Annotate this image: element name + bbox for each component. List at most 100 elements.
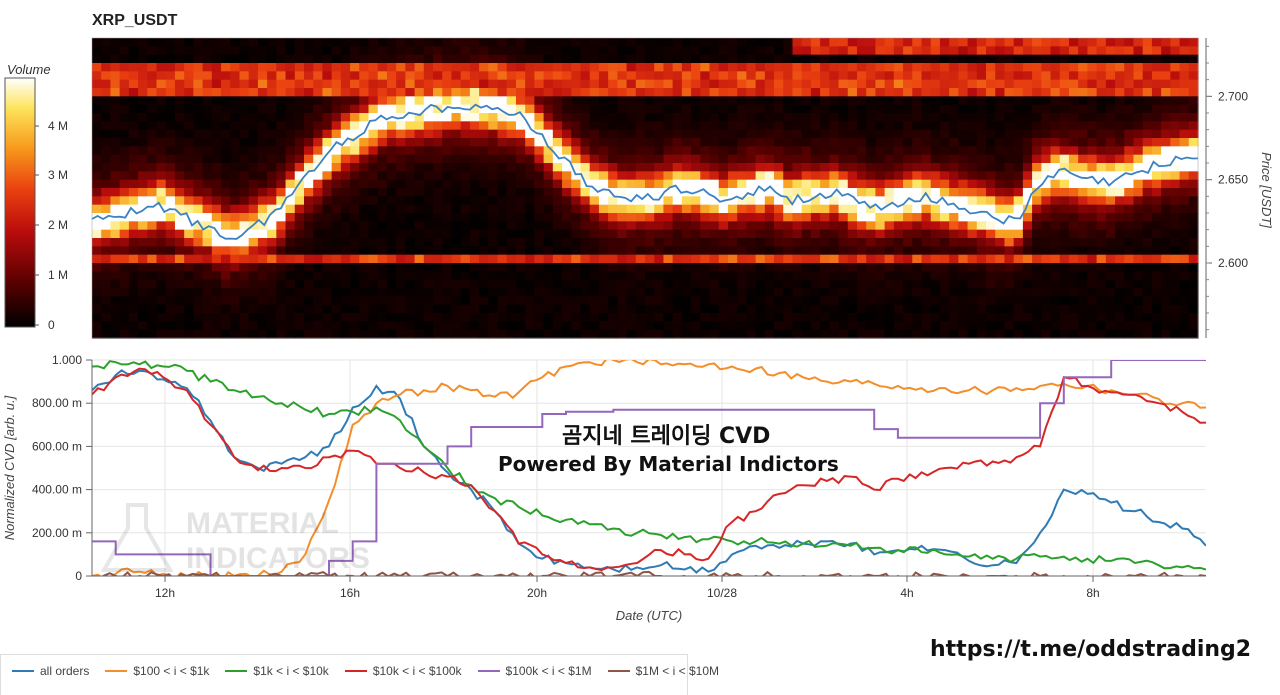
heatmap-cell [967,321,978,331]
heatmap-cell [1004,221,1015,231]
legend-item[interactable]: $1M < i < $10M [607,664,719,678]
heatmap-cell [663,271,674,281]
heatmap-cell [552,321,563,331]
heatmap-cell [119,271,130,281]
heatmap-cell [1188,271,1199,281]
heatmap-cell [414,63,425,72]
legend-item[interactable]: all orders [12,664,89,678]
heatmap-cell [838,179,849,189]
heatmap-cell [645,296,655,306]
heatmap-cell [1004,129,1015,139]
legend-item[interactable]: $100 < i < $1k [105,664,209,678]
heatmap-cell [1188,63,1199,72]
heatmap-cell [1068,221,1079,231]
heatmap-cell [257,38,268,47]
heatmap-cell [239,63,250,72]
heatmap-cell [829,96,840,106]
heatmap-cell [598,329,609,339]
heatmap-cell [986,79,996,89]
heatmap-cell [856,188,867,197]
heatmap-cell [101,113,112,122]
heatmap-cell [930,213,941,222]
overlay-heading-korean: 곰지네 트레이딩 CVD [562,424,771,449]
heatmap-cell [1142,179,1153,189]
heatmap-cell [580,121,591,131]
heatmap-cell [313,38,324,47]
heatmap-cell [617,271,628,281]
price-tick-label: 2.600 [1218,256,1248,270]
heatmap-cell [589,329,600,339]
heatmap-cell [691,221,701,231]
heatmap-cell [1032,88,1042,97]
heatmap-cell [838,329,849,339]
heatmap-cell [958,196,969,206]
heatmap-cell [1078,154,1088,164]
heatmap-cell [221,329,231,339]
heatmap-cell [654,221,665,231]
heatmap-cell [746,79,757,89]
heatmap-cell [608,188,618,197]
heatmap-cell [617,171,628,181]
heatmap-cell [1115,288,1125,297]
heatmap-cell [810,263,821,272]
heatmap-cell [829,154,840,164]
heatmap-cell [184,79,194,89]
legend-item[interactable]: $1k < i < $10k [225,664,329,678]
heatmap-cell [147,196,158,206]
heatmap-cell [700,304,711,314]
heatmap-cell [534,188,545,197]
heatmap-cell [534,304,545,314]
heatmap-cell [525,38,535,47]
heatmap-cell [967,154,978,164]
heatmap-cell [608,71,618,81]
heatmap-cell [681,279,692,289]
heatmap-cell [396,204,406,214]
legend-item[interactable]: $10k < i < $100k [344,664,462,678]
heatmap-cell [912,63,923,72]
heatmap-cell [1068,238,1079,247]
heatmap-cell [939,271,950,281]
heatmap-cell [847,138,858,147]
heatmap-cell [718,238,729,247]
heatmap-cell [92,46,102,56]
heatmap-cell [497,246,508,256]
heatmap-cell [626,71,637,81]
heatmap-cell [1115,304,1125,314]
heatmap-cell [1115,88,1125,97]
heatmap-cell [939,246,950,256]
heatmap-cell [912,104,923,114]
heatmap-cell [534,254,545,264]
legend-item[interactable]: $100k < i < $1M [477,664,592,678]
heatmap-cell [515,146,526,156]
heatmap-cell [469,129,480,139]
heatmap-cell [515,204,526,214]
heatmap-cell [350,154,360,164]
heatmap-cell [1059,138,1070,147]
heatmap-cell [562,79,572,89]
heatmap-cell [543,238,554,247]
heatmap-cell [119,196,130,206]
heatmap-cell [184,271,194,281]
heatmap-cell [313,54,324,64]
heatmap-cell [322,46,333,56]
heatmap-cell [497,46,508,56]
heatmap-cell [138,104,148,114]
heatmap-cell [691,96,701,106]
heatmap-cell [552,138,563,147]
heatmap-cell [110,263,121,272]
heatmap-cell [202,163,213,172]
heatmap-cell [294,163,305,172]
heatmap-cell [1115,38,1125,47]
telegram-link[interactable]: https://t.me/oddstrading2 [930,637,1252,662]
heatmap-cell [801,321,812,331]
heatmap-cell [211,171,222,181]
heatmap-cell [110,188,121,197]
heatmap-cell [1013,121,1024,131]
heatmap-cell [1041,213,1052,222]
heatmap-cell [939,329,950,339]
heatmap-cell [663,204,674,214]
heatmap-cell [294,71,305,81]
heatmap-cell [276,38,287,47]
heatmap-cell [230,96,241,106]
heatmap-cell [820,171,830,181]
